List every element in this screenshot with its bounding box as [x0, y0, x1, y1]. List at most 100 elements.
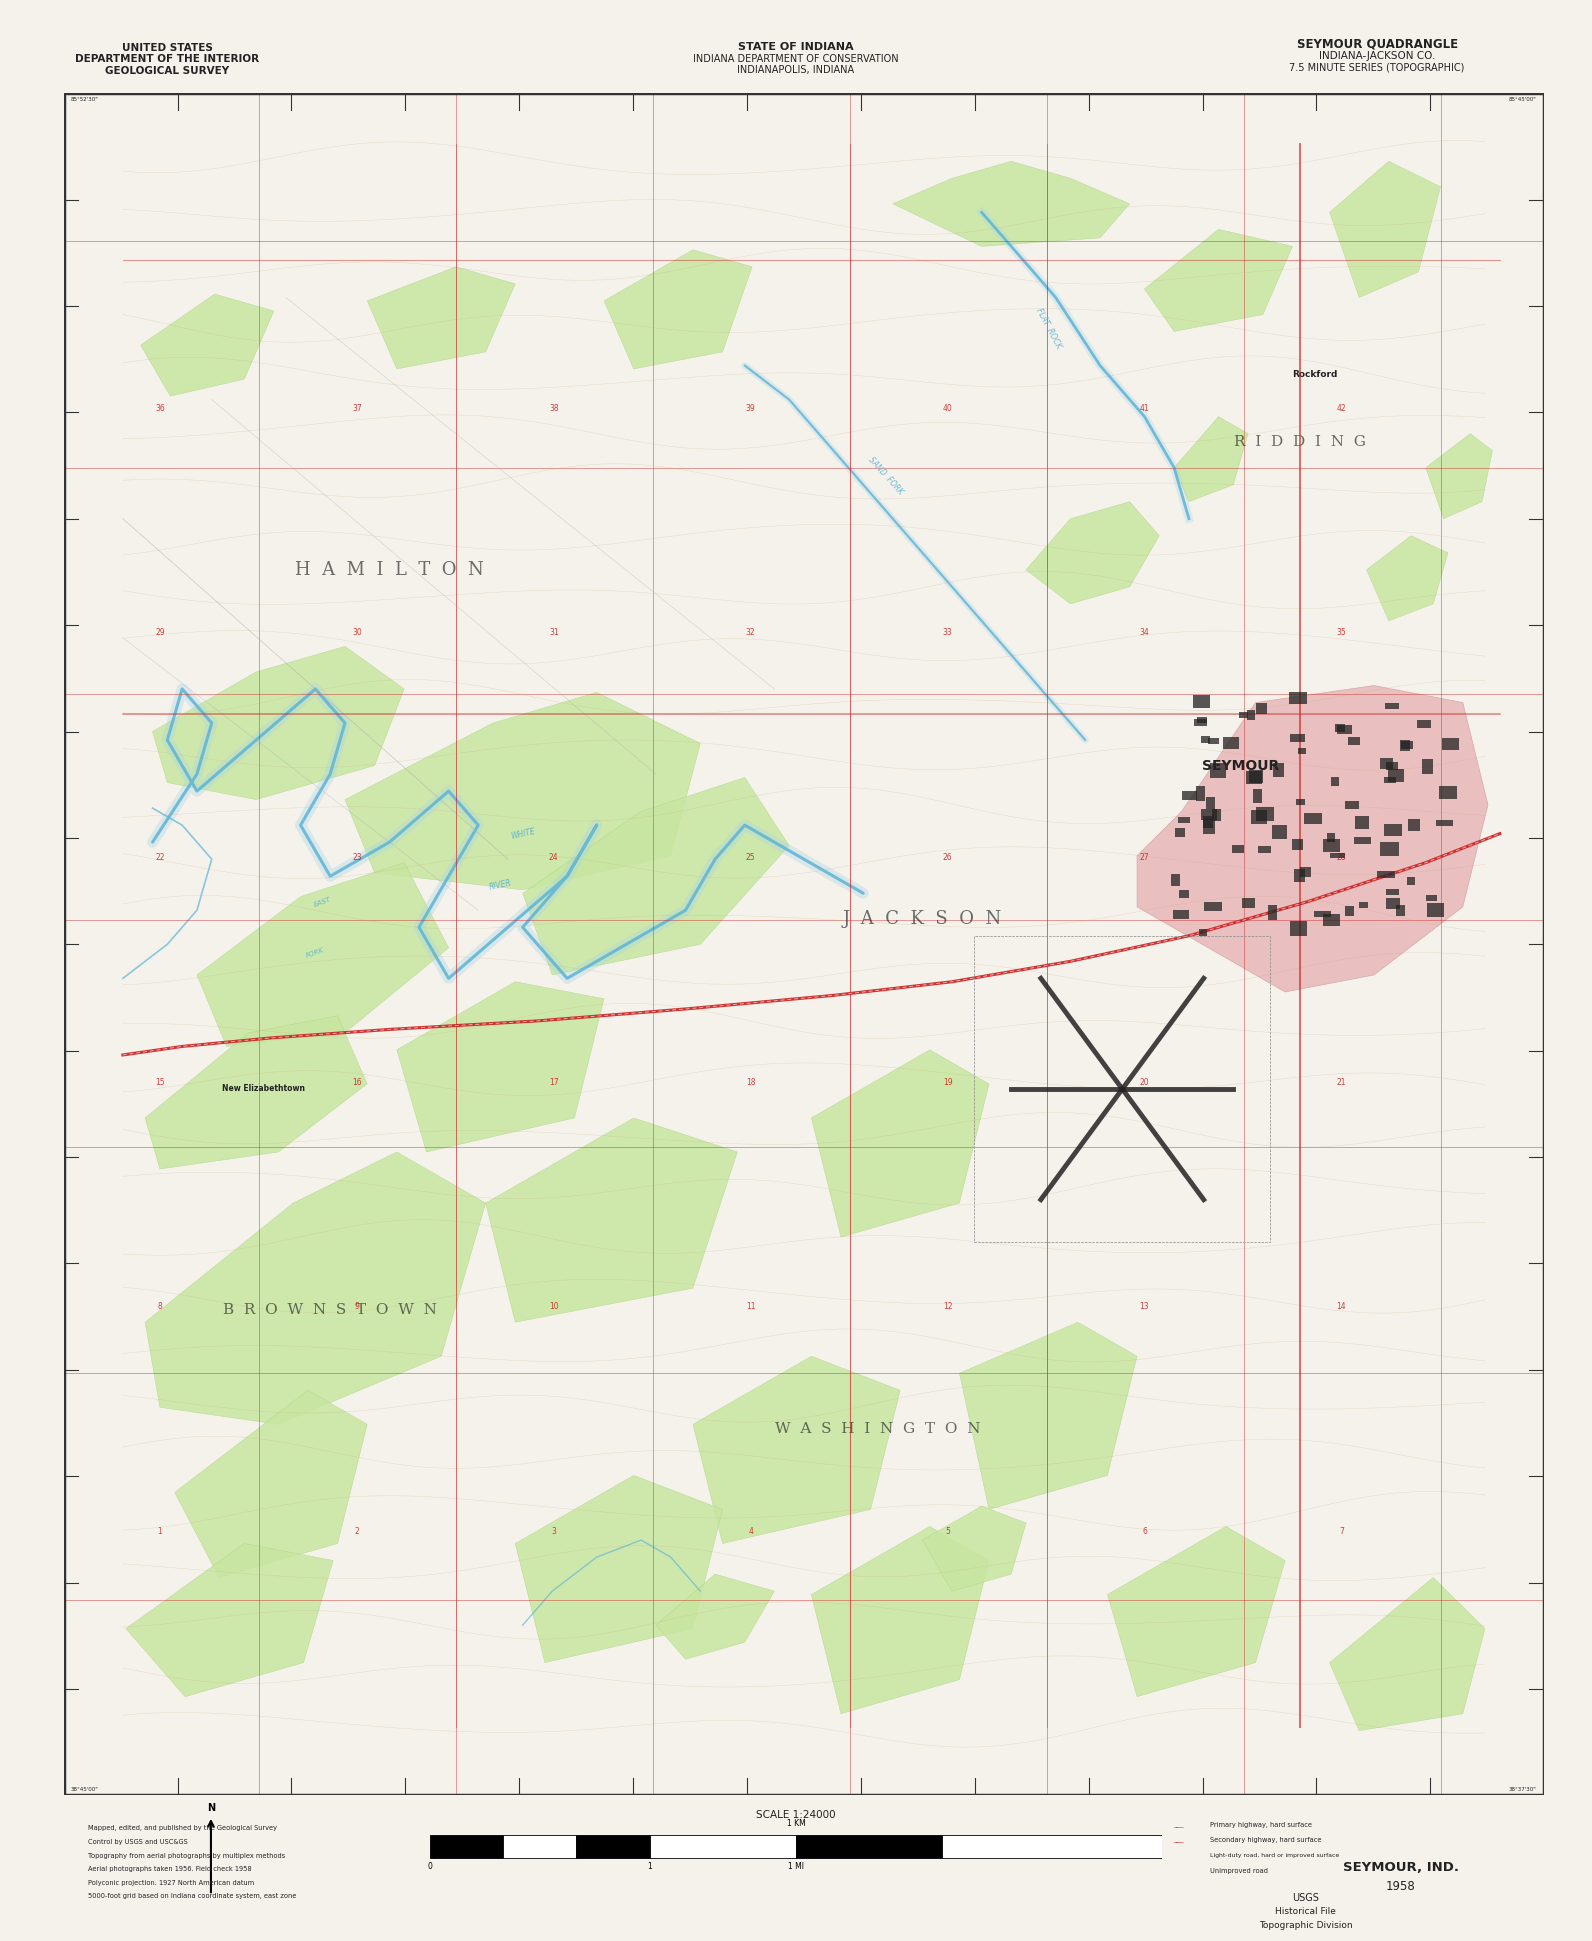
Bar	[1304, 813, 1321, 823]
Text: INDIANA-JACKSON CO.: INDIANA-JACKSON CO.	[1318, 50, 1436, 60]
Bar	[503, 1836, 576, 1858]
Text: GEOLOGICAL SURVEY: GEOLOGICAL SURVEY	[105, 66, 229, 76]
Text: W  A  S  H  I  N  G  T  O  N: W A S H I N G T O N	[775, 1423, 981, 1436]
Text: 1 MI: 1 MI	[788, 1861, 804, 1871]
Text: Historical File: Historical File	[1275, 1908, 1336, 1916]
Polygon shape	[603, 250, 751, 369]
Polygon shape	[486, 1118, 737, 1322]
Bar	[1426, 895, 1436, 901]
Bar	[1385, 763, 1398, 771]
Text: 40: 40	[942, 404, 952, 413]
Polygon shape	[693, 1357, 899, 1543]
Polygon shape	[922, 1506, 1027, 1592]
Polygon shape	[396, 982, 603, 1151]
Bar	[1197, 716, 1207, 722]
Bar	[1294, 870, 1304, 881]
Text: STATE OF INDIANA: STATE OF INDIANA	[739, 41, 853, 52]
Text: USGS: USGS	[1293, 1892, 1318, 1904]
Text: 20: 20	[1140, 1077, 1149, 1087]
Text: 13: 13	[1140, 1302, 1149, 1312]
Text: 36: 36	[154, 404, 166, 413]
Text: 14: 14	[1337, 1302, 1347, 1312]
Text: RIVER: RIVER	[489, 877, 513, 891]
Text: 24: 24	[549, 852, 559, 862]
Text: 0: 0	[427, 1861, 433, 1871]
Text: 29: 29	[154, 629, 164, 637]
Bar	[1242, 899, 1254, 908]
Bar	[1331, 852, 1345, 858]
Text: 27: 27	[1140, 852, 1149, 862]
Text: N: N	[207, 1803, 215, 1813]
Text: 5: 5	[946, 1528, 950, 1535]
Bar	[1407, 877, 1415, 885]
Text: 6: 6	[1141, 1528, 1146, 1535]
Text: Rockford: Rockford	[1293, 369, 1337, 378]
Text: 16: 16	[352, 1077, 361, 1087]
Bar	[1385, 703, 1399, 708]
Bar	[1442, 738, 1458, 749]
Bar	[1301, 868, 1312, 877]
Text: 35: 35	[1337, 629, 1347, 637]
Text: SEYMOUR, IND.: SEYMOUR, IND.	[1344, 1861, 1458, 1873]
Polygon shape	[1366, 536, 1449, 621]
Bar	[1272, 825, 1286, 839]
Text: 38: 38	[549, 404, 559, 413]
Text: 1: 1	[158, 1528, 162, 1535]
Text: 1: 1	[648, 1861, 651, 1871]
Text: 15: 15	[154, 1077, 164, 1087]
Text: 33: 33	[942, 629, 952, 637]
Polygon shape	[345, 693, 700, 889]
Bar	[1202, 736, 1210, 743]
Text: 30: 30	[352, 629, 361, 637]
Polygon shape	[1329, 161, 1441, 297]
Bar	[1212, 809, 1221, 821]
Bar	[1336, 724, 1345, 732]
Polygon shape	[145, 1015, 368, 1168]
Polygon shape	[1175, 417, 1248, 501]
Text: 32: 32	[745, 629, 756, 637]
Bar	[430, 1836, 503, 1858]
Text: 85°45'00": 85°45'00"	[1509, 97, 1536, 101]
Polygon shape	[1145, 229, 1293, 332]
Polygon shape	[812, 1526, 989, 1714]
Polygon shape	[145, 1151, 486, 1425]
Bar	[1426, 903, 1444, 918]
Bar	[1256, 703, 1267, 714]
Bar	[1207, 798, 1215, 809]
Bar	[1436, 819, 1453, 827]
Bar	[1323, 914, 1340, 926]
Text: New Elizabethtown: New Elizabethtown	[221, 1085, 306, 1093]
Bar	[1290, 734, 1305, 743]
Bar	[1194, 718, 1207, 726]
Text: DEPARTMENT OF THE INTERIOR: DEPARTMENT OF THE INTERIOR	[75, 54, 259, 64]
Text: 38°37'30": 38°37'30"	[1509, 1788, 1536, 1792]
Bar	[1247, 710, 1254, 720]
Bar	[1290, 922, 1307, 936]
Polygon shape	[175, 1390, 368, 1578]
Bar	[1401, 741, 1412, 749]
Bar	[1173, 910, 1189, 920]
Polygon shape	[140, 293, 274, 396]
Bar	[1175, 827, 1186, 837]
Text: Mapped, edited, and published by the Geological Survey: Mapped, edited, and published by the Geo…	[88, 1825, 277, 1832]
Text: 37: 37	[352, 404, 361, 413]
Text: B  R  O  W  N  S  T  O  W  N: B R O W N S T O W N	[223, 1302, 438, 1318]
Bar	[1337, 724, 1352, 734]
Text: R  I  D  D  I  N  G: R I D D I N G	[1234, 435, 1366, 448]
Text: H  A  M  I  L  T  O  N: H A M I L T O N	[295, 561, 484, 578]
Polygon shape	[197, 862, 449, 1046]
Bar	[1345, 802, 1360, 809]
Bar	[1293, 839, 1304, 850]
Bar	[1170, 873, 1180, 887]
Bar	[1358, 903, 1369, 908]
Polygon shape	[960, 1322, 1137, 1510]
Text: Light-duty road, hard or improved surface: Light-duty road, hard or improved surfac…	[1210, 1854, 1339, 1858]
Polygon shape	[1329, 1578, 1485, 1731]
Text: 17: 17	[549, 1077, 559, 1087]
Text: 34: 34	[1140, 629, 1149, 637]
Bar	[1208, 738, 1219, 743]
Bar	[1290, 691, 1307, 705]
Text: 26: 26	[942, 852, 952, 862]
Bar	[576, 1836, 650, 1858]
Bar	[1296, 800, 1305, 806]
